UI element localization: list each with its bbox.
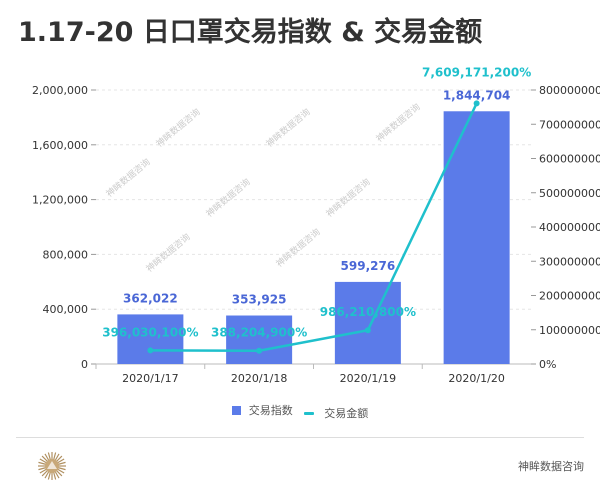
- line-point: [364, 327, 371, 334]
- page-title: 1.17-20 日口罩交易指数 & 交易金额: [18, 17, 483, 48]
- watermark: 神眸数据咨询: [204, 176, 253, 220]
- line-value-label: 396,030,100%: [102, 325, 198, 339]
- legend-item-line[interactable]: 交易金额: [304, 405, 368, 421]
- footer-brand: 神眸数据咨询: [518, 460, 584, 473]
- x-tick-label: 2020/1/19: [340, 372, 396, 385]
- bar: [443, 111, 510, 365]
- right-tick-label: 6000000000%: [539, 153, 600, 166]
- right-tick-label: 2000000000%: [539, 290, 600, 303]
- legend: 交易指数 交易金额: [0, 402, 600, 421]
- left-tick-label: 2,000,000: [32, 84, 88, 97]
- x-tick-label: 2020/1/20: [448, 372, 504, 385]
- right-tick-label: 0%: [539, 358, 556, 371]
- bar-value-label: 1,844,704: [443, 88, 511, 102]
- line-value-label: 986,210,800%: [320, 305, 416, 319]
- legend-item-bar[interactable]: 交易指数: [231, 402, 293, 418]
- line-point: [473, 100, 480, 107]
- right-tick-label: 5000000000%: [539, 187, 600, 200]
- line-value-label: 388,204,900%: [211, 326, 307, 340]
- bar: [226, 315, 293, 364]
- left-tick-label: 800,000: [43, 248, 89, 261]
- watermark: 神眸数据咨询: [154, 106, 203, 150]
- watermark: 神眸数据咨询: [324, 176, 373, 220]
- x-tick-label: 2020/1/17: [122, 372, 178, 385]
- right-tick-label: 7000000000%: [539, 118, 600, 131]
- legend-line-label: 交易金额: [324, 407, 369, 420]
- left-tick-label: 1,200,000: [32, 194, 88, 207]
- watermark: 神眸数据咨询: [144, 231, 193, 275]
- logo-sun-icon: [38, 452, 66, 480]
- right-tick-label: 1000000000%: [539, 324, 600, 337]
- watermark: 神眸数据咨询: [104, 156, 153, 200]
- legend-bar-label: 交易指数: [248, 404, 293, 417]
- bar: [334, 281, 401, 364]
- right-tick-label: 3000000000%: [539, 255, 600, 268]
- line-point: [256, 347, 263, 354]
- left-tick-label: 1,600,000: [32, 139, 88, 152]
- legend-bar-swatch: [231, 405, 241, 415]
- left-tick-label: 0: [81, 358, 88, 371]
- right-tick-label: 8000000000%: [539, 84, 600, 97]
- legend-line-swatch: [304, 411, 315, 415]
- left-tick-label: 400,000: [43, 303, 89, 316]
- line-series: [150, 102, 478, 352]
- watermark: 神眸数据咨询: [264, 106, 313, 150]
- divider: [16, 437, 584, 438]
- bar: [117, 314, 184, 364]
- watermark: 神眸数据咨询: [374, 101, 423, 145]
- line-value-label: 7,609,171,200%: [422, 65, 531, 79]
- right-tick-label: 4000000000%: [539, 221, 600, 234]
- bar-value-label: 362,022: [123, 291, 178, 305]
- line-point: [147, 347, 154, 354]
- bar-value-label: 353,925: [232, 293, 287, 307]
- watermark: 神眸数据咨询: [274, 226, 323, 270]
- bar-value-label: 599,276: [341, 259, 396, 273]
- x-tick-label: 2020/1/18: [231, 372, 287, 385]
